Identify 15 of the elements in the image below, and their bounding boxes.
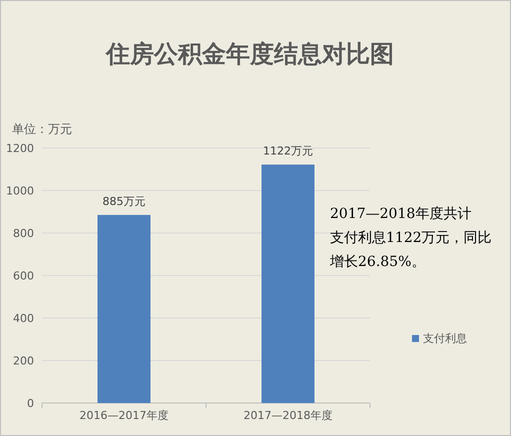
y-tick-label: 1000	[6, 184, 34, 198]
y-tick-label: 200	[13, 354, 34, 368]
y-tick-label: 0	[27, 397, 34, 410]
y-tick-label: 1200	[6, 142, 34, 155]
data-label: 1122万元	[263, 144, 313, 158]
x-tick-label: 2016—2017年度	[80, 409, 168, 422]
annotation: 2017—2018年度共计支付利息1122万元，同比增长26.85%。	[329, 206, 492, 270]
data-label: 885万元	[102, 194, 146, 208]
y-tick-label: 400	[13, 312, 34, 325]
y-tick-label: 800	[13, 227, 34, 240]
chart-title: 住房公积金年度结息对比图	[105, 40, 394, 68]
legend-label: 支付利息	[423, 332, 467, 345]
x-tick-label: 2017—2018年度	[244, 409, 332, 422]
y-axis-title: 单位：万元	[12, 122, 72, 136]
y-tick-label: 600	[13, 270, 34, 282]
